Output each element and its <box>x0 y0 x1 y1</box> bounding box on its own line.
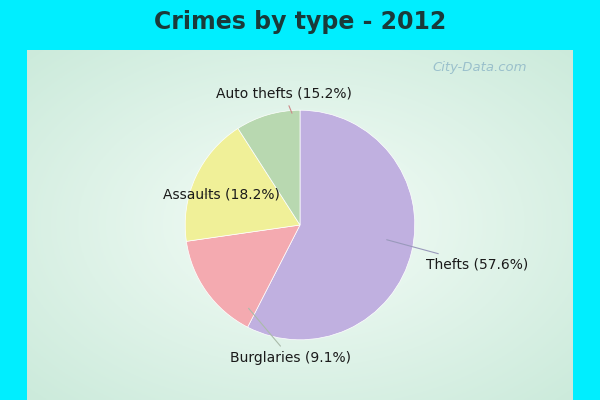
Text: Assaults (18.2%): Assaults (18.2%) <box>163 187 280 201</box>
Wedge shape <box>187 225 300 327</box>
Wedge shape <box>248 110 415 340</box>
Text: Burglaries (9.1%): Burglaries (9.1%) <box>230 308 351 365</box>
Text: Crimes by type - 2012: Crimes by type - 2012 <box>154 10 446 34</box>
Text: Thefts (57.6%): Thefts (57.6%) <box>386 240 528 271</box>
Text: City-Data.com: City-Data.com <box>433 62 527 74</box>
Wedge shape <box>238 110 300 225</box>
Wedge shape <box>185 128 300 241</box>
Text: Auto thefts (15.2%): Auto thefts (15.2%) <box>216 86 352 113</box>
